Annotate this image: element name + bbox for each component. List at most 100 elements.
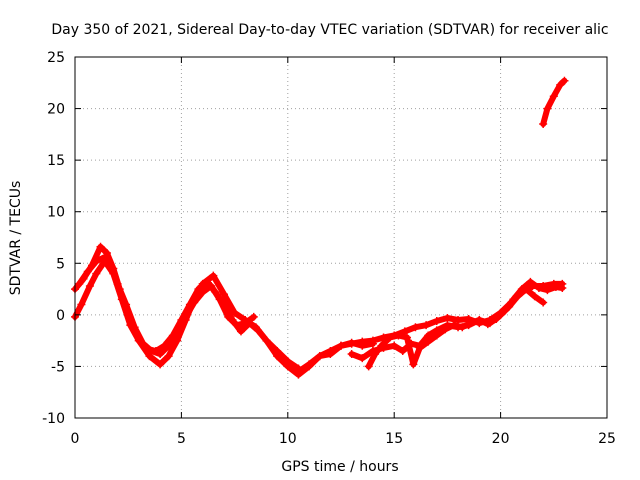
satellite-track-c-point [122,300,131,309]
satellite-track-b-point [194,285,203,294]
satellite-track-g-point [556,80,565,89]
satellite-track-f-point [551,283,560,292]
satellite-track-f-point [483,320,492,329]
satellite-track-f-point [402,333,411,342]
satellite-track-f-point [409,360,418,369]
satellite-track-f-point [500,306,509,315]
y-tick-label: 20 [47,102,65,118]
satellite-track-c-point [215,295,224,304]
satellite-track-c-point [147,346,156,355]
satellite-track-g-point [560,76,569,85]
y-tick-label: 10 [47,205,65,221]
satellite-track-e-point [358,354,367,363]
satellite-track-f-point [394,331,403,340]
satellite-track-a-point [209,271,218,280]
x-tick-label: 5 [177,431,186,447]
satellite-track-b-point [262,336,271,345]
satellite-track-f-point [441,325,450,334]
satellite-track-a-point [164,352,173,361]
y-tick-label: 0 [56,308,65,324]
satellite-track-c-point [75,279,84,288]
satellite-track-b-point [236,327,245,336]
satellite-track-e-point [530,292,539,301]
x-tick-label: 20 [492,431,510,447]
satellite-track-c-point [164,341,173,350]
satellite-track-e-point [390,341,399,350]
satellite-track-c-line [76,254,257,358]
satellite-track-b-point [273,346,282,355]
satellite-track-c-point [249,312,258,321]
satellite-track-c-point [207,281,216,290]
satellite-track-d-point [454,316,463,325]
satellite-track-g-point [549,92,558,101]
satellite-track-f-point [449,321,458,330]
satellite-track-c-point [130,323,139,332]
satellite-track-g-line [540,77,568,127]
y-tick-label: -5 [51,359,65,375]
satellite-track-e-point [398,346,407,355]
satellite-track-f-point [424,337,433,346]
satellite-track-d-point [305,360,314,369]
satellite-track-b-point [202,277,211,286]
satellite-track-d-point [347,339,356,348]
satellite-track-d-point [443,313,452,322]
satellite-track-c-point [107,263,116,272]
satellite-track-f-point [543,286,552,295]
satellite-track-d-point [294,367,303,376]
satellite-track-f-point [458,323,467,332]
x-tick-label: 0 [71,431,80,447]
y-tick-label: 15 [47,153,65,169]
satellite-track-c-point [190,298,199,307]
y-tick-label: -10 [42,411,65,427]
satellite-track-f-point [371,350,380,359]
satellite-track-e-point [347,350,356,359]
satellite-track-f-point [385,333,394,342]
satellite-track-c-point [173,329,182,338]
satellite-track-f-point [466,319,475,328]
satellite-track-d-point [326,346,335,355]
satellite-track-f-point [509,295,518,304]
satellite-track-g-point [543,104,552,113]
satellite-track-f-point [517,285,526,294]
satellite-track-c-point [181,312,190,321]
y-tick-label: 5 [56,256,65,272]
x-tick-label: 25 [598,431,616,447]
y-axis-label: SDTVAR / TECUs [8,181,24,296]
satellite-track-f-point [526,277,535,286]
satellite-track-c-point [241,319,250,328]
satellite-track-f-point [558,284,567,293]
satellite-track-b-point [283,357,292,366]
satellite-track-c-point [83,267,92,276]
satellite-track-d-point [422,321,431,330]
satellite-track-b-point [85,281,94,290]
satellite-track-f-point [534,284,543,293]
satellite-track-e-point [539,298,548,307]
satellite-track-d-point [337,341,345,350]
satellite-track-b-point [92,269,101,278]
satellite-track-d-point [358,337,367,346]
satellite-track-d-line [295,280,566,375]
satellite-track-c-point [232,321,241,330]
satellite-track-f-point [432,331,441,340]
satellite-track-c-point [92,257,101,266]
satellite-track-d-point [368,336,377,345]
satellite-track-a-point [219,290,228,299]
x-tick-label: 10 [279,431,297,447]
plot-frame [74,56,608,419]
satellite-track-a-point [96,242,105,251]
satellite-track-b-point [77,300,86,309]
satellite-track-d-point [411,323,420,332]
satellite-track-c-point [198,288,207,297]
satellite-track-f-point [475,316,484,325]
satellite-track-d-point [432,317,441,326]
grid-lines [75,57,607,418]
x-axis-label: GPS time / hours [281,459,398,475]
data-series-layer [71,76,569,379]
satellite-track-g-point [539,120,548,129]
x-tick-label: 15 [385,431,403,447]
satellite-track-a-point [145,352,154,361]
chart-title: Day 350 of 2021, Sidereal Day-to-day VTE… [51,22,608,38]
axis-ticks: 0 5 10 15 20 25 -10 -5 0 5 10 15 20 25 [42,50,616,447]
satellite-track-c-point [156,350,165,359]
